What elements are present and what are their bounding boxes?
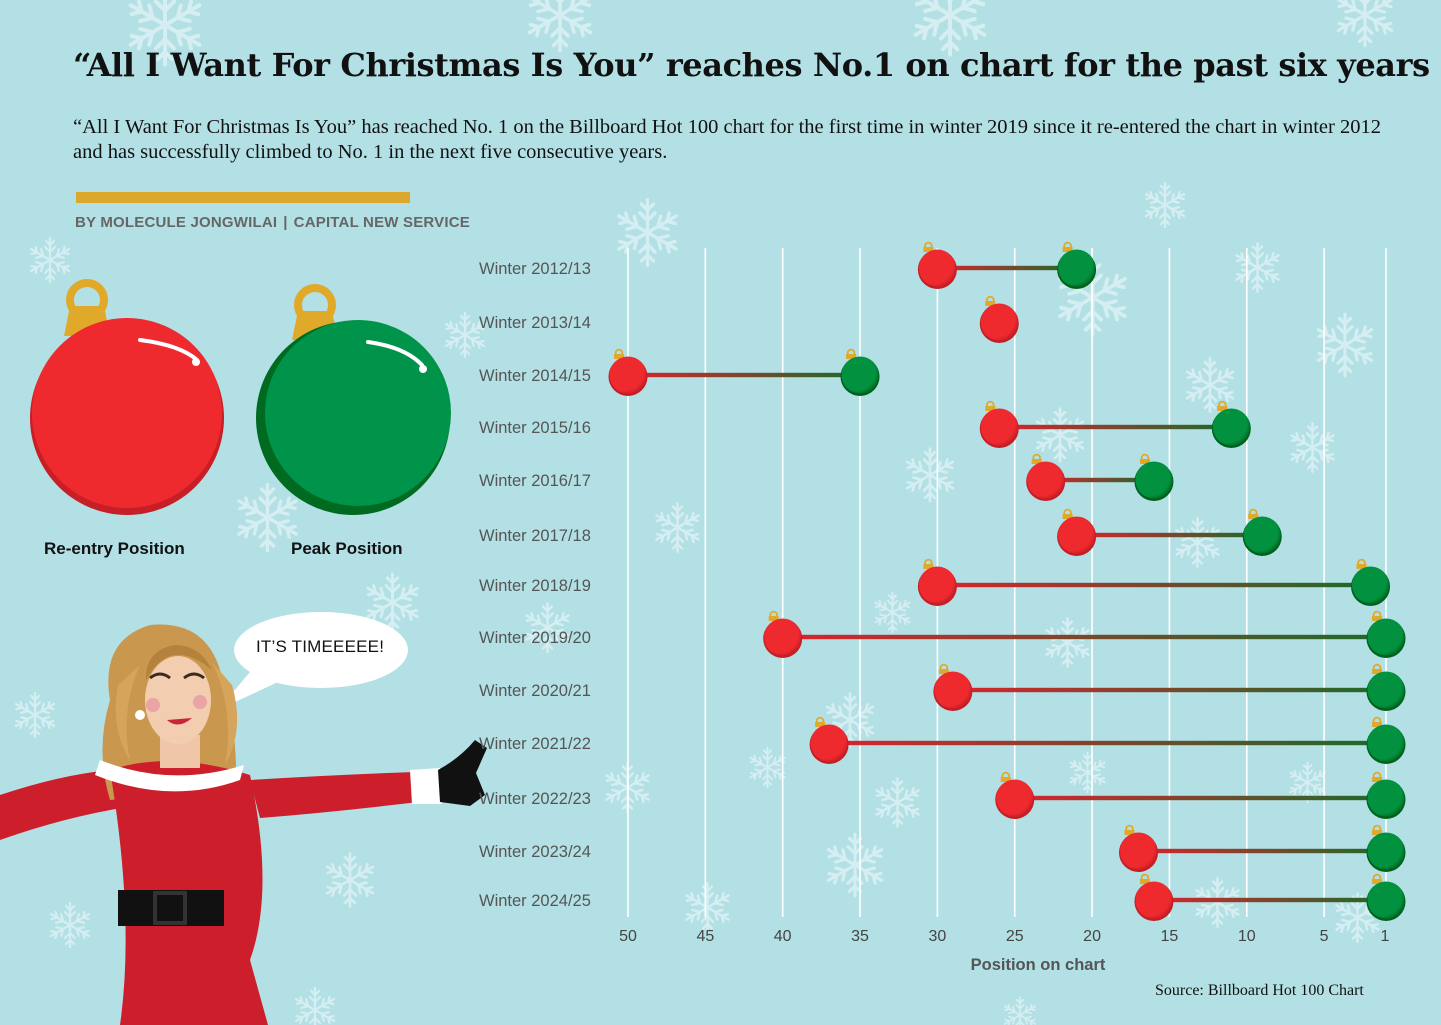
y-category-label: Winter 2018/19 xyxy=(479,577,591,595)
dumbbell-bar xyxy=(937,582,1371,588)
speech-bubble-text: IT’S TIMEEEEE! xyxy=(256,637,385,656)
dumbbell-bar xyxy=(628,372,861,378)
peak-point xyxy=(1366,771,1406,819)
x-tick-label: 10 xyxy=(1238,928,1256,945)
peak-point xyxy=(1211,400,1251,448)
y-category-label: Winter 2014/15 xyxy=(479,367,591,385)
peak-point xyxy=(1366,610,1406,658)
dumbbell-bar xyxy=(782,634,1386,640)
reentry-point xyxy=(763,610,803,658)
x-tick-label: 50 xyxy=(619,928,637,945)
y-category-label: Winter 2023/24 xyxy=(479,843,591,861)
reentry-point xyxy=(917,558,957,606)
peak-point xyxy=(1134,453,1174,501)
y-category-label: Winter 2022/23 xyxy=(479,790,591,808)
peak-point xyxy=(840,348,880,396)
reentry-point xyxy=(979,400,1019,448)
x-tick-label: 25 xyxy=(1006,928,1024,945)
reentry-point xyxy=(809,716,849,764)
legend-peak-label: Peak Position xyxy=(291,539,403,558)
dumbbell-bar xyxy=(1138,848,1386,854)
dumbbell-bar xyxy=(1014,795,1386,801)
byline: BY MOLECULE JONGWILAI | CAPITAL NEW SERVIC… xyxy=(75,214,470,231)
peak-point xyxy=(1242,508,1282,556)
reentry-point xyxy=(917,241,957,289)
reentry-point xyxy=(608,348,648,396)
x-tick-label: 20 xyxy=(1083,928,1101,945)
x-tick-label: 45 xyxy=(696,928,714,945)
peak-point xyxy=(1366,716,1406,764)
chart-title: “All I Want For Christmas Is You” reache… xyxy=(73,46,1430,84)
x-tick-label: 15 xyxy=(1161,928,1179,945)
y-category-label: Winter 2013/14 xyxy=(479,314,591,332)
x-tick-label: 35 xyxy=(851,928,869,945)
y-category-label: Winter 2015/16 xyxy=(479,419,591,437)
reentry-point xyxy=(995,771,1035,819)
peak-point xyxy=(1057,241,1097,289)
dumbbell-bar xyxy=(1045,477,1154,483)
y-category-label: Winter 2024/25 xyxy=(479,892,591,910)
chart-subtitle: “All I Want For Christmas Is You” has re… xyxy=(73,116,1381,163)
y-category-label: Winter 2021/22 xyxy=(479,735,591,753)
x-tick-label: 30 xyxy=(928,928,946,945)
reentry-point xyxy=(979,295,1019,343)
dumbbell-bar xyxy=(1153,897,1386,903)
dumbbell-bar xyxy=(937,265,1077,271)
accent-rule xyxy=(76,192,410,203)
legend-reentry-label: Re-entry Position xyxy=(44,539,185,558)
x-axis-ticks: 50 45 40 35 30 25 20 15 10 5 1 xyxy=(619,928,1389,945)
reentry-point xyxy=(1118,824,1158,872)
singer-illustration xyxy=(0,612,487,1025)
x-tick-label: 1 xyxy=(1381,928,1390,945)
peak-point xyxy=(1366,663,1406,711)
legend-peak-ornament-icon xyxy=(256,284,451,515)
reentry-point xyxy=(1057,508,1097,556)
reentry-point xyxy=(1134,873,1174,921)
peak-point xyxy=(1366,873,1406,921)
dumbbell-bar xyxy=(999,424,1232,430)
dumbbell-bar xyxy=(829,740,1386,746)
y-category-label: Winter 2012/13 xyxy=(479,260,591,278)
peak-point xyxy=(1366,824,1406,872)
legend-ornaments xyxy=(30,279,451,515)
y-category-label: Winter 2017/18 xyxy=(479,527,591,545)
y-axis-categories: Winter 2012/13 Winter 2013/14 Winter 2014/… xyxy=(479,260,591,910)
legend-reentry-ornament-icon xyxy=(30,279,224,515)
reentry-point xyxy=(933,663,973,711)
peak-point xyxy=(1351,558,1391,606)
byline-separator: | xyxy=(283,214,288,231)
dumbbell-bar xyxy=(1076,532,1263,538)
y-category-label: Winter 2016/17 xyxy=(479,472,591,490)
source-note: Source: Billboard Hot 100 Chart xyxy=(1155,982,1364,999)
y-category-label: Winter 2019/20 xyxy=(479,629,591,647)
y-category-label: Winter 2020/21 xyxy=(479,682,591,700)
dumbbell-bars xyxy=(628,265,1386,903)
x-tick-label: 5 xyxy=(1320,928,1329,945)
x-axis-label: Position on chart xyxy=(971,956,1106,974)
reentry-point xyxy=(1026,453,1066,501)
x-tick-label: 40 xyxy=(774,928,792,945)
dumbbell-bar xyxy=(952,687,1386,693)
byline-author: BY MOLECULE JONGWILAI xyxy=(75,214,278,231)
byline-outlet: CAPITAL NEW SERVICE xyxy=(293,214,470,231)
dumbbell-points xyxy=(608,241,1406,921)
